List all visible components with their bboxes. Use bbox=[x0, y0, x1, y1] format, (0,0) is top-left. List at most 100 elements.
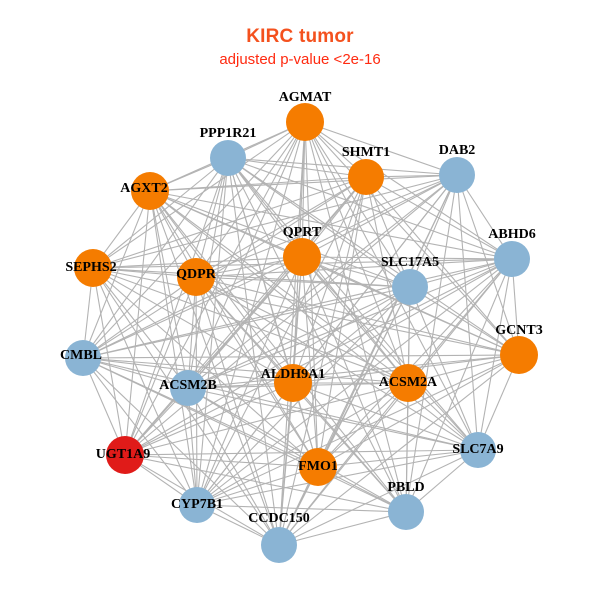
graph-edge bbox=[149, 174, 458, 192]
graph-edge bbox=[82, 174, 458, 359]
labels-layer: AGMAT PPP1R21 SHMT1 DAB2 AGXT2 QPRT ABHD6 SEPHS… bbox=[60, 90, 543, 526]
graph-edge bbox=[477, 258, 513, 451]
graph-edge bbox=[195, 276, 280, 546]
graph-edge bbox=[124, 286, 411, 456]
graph-node-label-acsm2a: ACSM2A bbox=[379, 375, 438, 390]
graph-node-slc17a5[interactable] bbox=[392, 269, 428, 305]
graph-edge bbox=[92, 267, 409, 384]
graph-edge bbox=[278, 354, 520, 546]
graph-edge bbox=[124, 276, 197, 456]
graph-edge bbox=[149, 190, 407, 513]
graph-edge bbox=[82, 176, 367, 359]
graph-edge bbox=[196, 176, 367, 506]
graph-edge bbox=[187, 258, 513, 389]
graph-edge bbox=[292, 258, 513, 384]
graph-edge bbox=[124, 176, 367, 456]
graph-node-label-ppp1r21: PPP1R21 bbox=[200, 126, 257, 141]
graph-node-pbld[interactable] bbox=[388, 494, 424, 530]
graph-edge bbox=[82, 276, 197, 359]
graph-edge bbox=[187, 176, 367, 389]
graph-edge bbox=[82, 256, 303, 359]
graph-edge bbox=[149, 190, 479, 451]
graph-edge bbox=[187, 387, 407, 513]
graph-edge bbox=[196, 504, 407, 513]
graph-edge bbox=[365, 176, 411, 288]
graph-edge bbox=[82, 157, 229, 359]
graph-edge bbox=[187, 387, 319, 468]
graph-edge bbox=[407, 354, 520, 384]
graph-node-cmbl[interactable] bbox=[65, 340, 101, 376]
graph-node-label-qprt: QPRT bbox=[283, 225, 322, 240]
graph-edge bbox=[301, 256, 319, 468]
graph-node-gcnt3[interactable] bbox=[500, 336, 538, 374]
graph-edge bbox=[92, 267, 520, 356]
graph-edge bbox=[124, 382, 409, 456]
graph-edge bbox=[149, 190, 513, 260]
graph-node-label-cmbl: CMBL bbox=[60, 348, 102, 363]
graph-edge bbox=[124, 454, 319, 468]
graph-node-label-abhd6: ABHD6 bbox=[488, 227, 535, 242]
graph-node-label-pbld: PBLD bbox=[387, 480, 424, 495]
graph-node-aldh9a1[interactable] bbox=[274, 364, 312, 402]
graph-edge bbox=[195, 176, 367, 278]
graph-node-slc7a9[interactable] bbox=[460, 432, 496, 468]
graph-edge bbox=[124, 157, 229, 456]
graph-node-agmat[interactable] bbox=[286, 103, 324, 141]
graph-node-label-gcnt3: GCNT3 bbox=[495, 323, 542, 338]
graph-edge bbox=[317, 449, 479, 468]
graph-node-qdpr[interactable] bbox=[177, 258, 215, 296]
graph-node-sephs2[interactable] bbox=[74, 249, 112, 287]
graph-edge bbox=[187, 387, 198, 506]
graph-node-fmo1[interactable] bbox=[299, 448, 337, 486]
graph-node-label-cyp7b1: CYP7B1 bbox=[171, 497, 223, 512]
nodes-layer bbox=[65, 103, 538, 563]
graph-node-shmt1[interactable] bbox=[348, 159, 384, 195]
graph-node-acsm2b[interactable] bbox=[170, 370, 206, 406]
graph-node-label-dab2: DAB2 bbox=[439, 143, 476, 158]
graph-node-label-qdpr: QDPR bbox=[176, 267, 217, 282]
graph-node-agxt2[interactable] bbox=[131, 172, 169, 210]
graph-node-acsm2a[interactable] bbox=[389, 364, 427, 402]
graph-node-ugt1a9[interactable] bbox=[106, 436, 144, 474]
graph-node-ccdc150[interactable] bbox=[261, 527, 297, 563]
graph-edge bbox=[304, 121, 458, 176]
graph-edge bbox=[124, 174, 458, 456]
graph-edge bbox=[405, 382, 409, 513]
graph-edge bbox=[409, 286, 520, 356]
graph-edge bbox=[82, 357, 189, 389]
graph-edge bbox=[292, 382, 479, 451]
graph-edge bbox=[149, 190, 198, 506]
graph-node-label-ccdc150: CCDC150 bbox=[248, 511, 309, 526]
page-title: KIRC tumor bbox=[246, 26, 354, 47]
graph-edge bbox=[187, 387, 280, 546]
graph-node-cyp7b1[interactable] bbox=[179, 487, 215, 523]
graph-node-label-sephs2: SEPHS2 bbox=[65, 260, 116, 275]
graph-edge bbox=[301, 256, 479, 451]
graph-node-ppp1r21[interactable] bbox=[210, 140, 246, 176]
graph-edge bbox=[124, 258, 513, 456]
graph-edge bbox=[124, 256, 303, 456]
graph-edge bbox=[227, 157, 367, 178]
graph-node-label-agmat: AGMAT bbox=[279, 90, 332, 105]
graph-node-abhd6[interactable] bbox=[494, 241, 530, 277]
graph-node-label-shmt1: SHMT1 bbox=[342, 145, 390, 160]
graph-edge bbox=[301, 256, 513, 260]
graph-node-dab2[interactable] bbox=[439, 157, 475, 193]
graph-node-qprt[interactable] bbox=[283, 238, 321, 276]
graph-edge bbox=[124, 382, 294, 456]
page-subtitle: adjusted p-value <2e-16 bbox=[219, 51, 381, 68]
graph-node-label-slc17a5: SLC17A5 bbox=[381, 255, 439, 270]
graph-edge bbox=[304, 121, 520, 356]
graph-node-label-slc7a9: SLC7A9 bbox=[452, 442, 503, 457]
graph-edge bbox=[149, 190, 189, 389]
graph-edge bbox=[149, 190, 411, 288]
graph-edge bbox=[187, 387, 479, 451]
graph-edge bbox=[292, 286, 411, 384]
graph-edge bbox=[227, 157, 407, 513]
graph-edge bbox=[195, 276, 479, 451]
graph-edge bbox=[292, 382, 407, 513]
graph-edge bbox=[227, 157, 520, 356]
graph-edge bbox=[82, 357, 280, 546]
graph-edge bbox=[195, 121, 306, 278]
